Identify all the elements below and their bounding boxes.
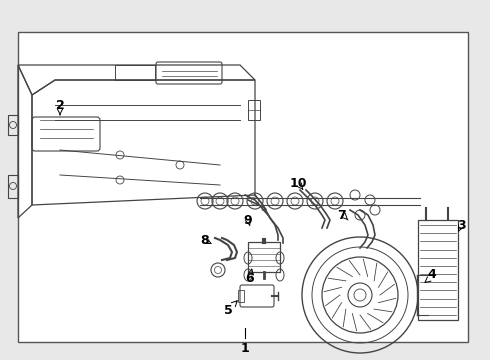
Bar bbox=[238, 290, 244, 302]
Text: 4: 4 bbox=[428, 269, 437, 282]
Bar bbox=[18, 32, 468, 342]
Text: 1: 1 bbox=[241, 342, 249, 355]
Bar bbox=[418, 220, 458, 320]
Text: 7: 7 bbox=[338, 208, 346, 221]
Text: 9: 9 bbox=[244, 213, 252, 226]
Text: 5: 5 bbox=[223, 303, 232, 316]
Text: 2: 2 bbox=[56, 99, 64, 112]
Text: 10: 10 bbox=[289, 176, 307, 189]
Bar bbox=[248, 242, 280, 272]
Text: 3: 3 bbox=[458, 219, 466, 231]
Text: 8: 8 bbox=[201, 234, 209, 247]
Text: 6: 6 bbox=[245, 271, 254, 284]
